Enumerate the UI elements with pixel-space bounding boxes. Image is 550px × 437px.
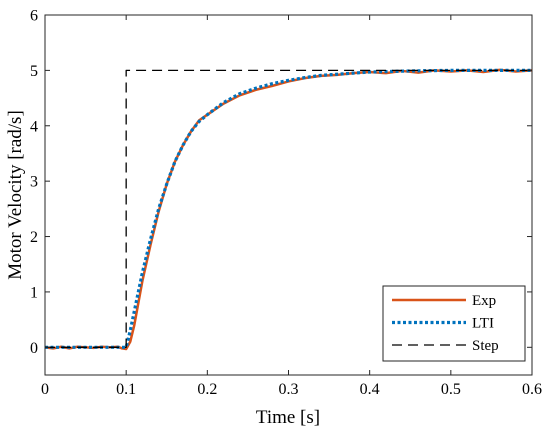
x-tick-label: 0.1 xyxy=(116,381,136,398)
x-tick-label: 0.6 xyxy=(522,381,542,398)
legend-label-step: Step xyxy=(472,338,499,354)
y-tick-label: 1 xyxy=(30,284,38,301)
series-line-lti xyxy=(45,68,532,349)
x-tick-label: 0.5 xyxy=(441,381,461,398)
y-tick-label: 2 xyxy=(30,229,38,246)
y-tick-label: 3 xyxy=(30,174,38,191)
y-axis-label: Motor Velocity [rad/s] xyxy=(5,110,26,280)
y-tick-label: 4 xyxy=(30,118,38,135)
x-tick-label: 0.2 xyxy=(197,381,217,398)
x-tick-label: 0.3 xyxy=(279,381,299,398)
legend-label-lti: LTI xyxy=(472,316,494,332)
x-axis-label: Time [s] xyxy=(256,407,320,428)
legend-label-exp: Exp xyxy=(472,293,496,309)
legend: Exp LTI Step xyxy=(382,285,526,362)
series-line-step xyxy=(45,69,532,348)
y-tick-label: 5 xyxy=(30,63,38,80)
y-tick-label: 0 xyxy=(30,340,38,357)
y-tick-label: 6 xyxy=(30,8,38,25)
x-tick-label: 0 xyxy=(41,381,49,398)
x-tick-label: 0.4 xyxy=(360,381,380,398)
